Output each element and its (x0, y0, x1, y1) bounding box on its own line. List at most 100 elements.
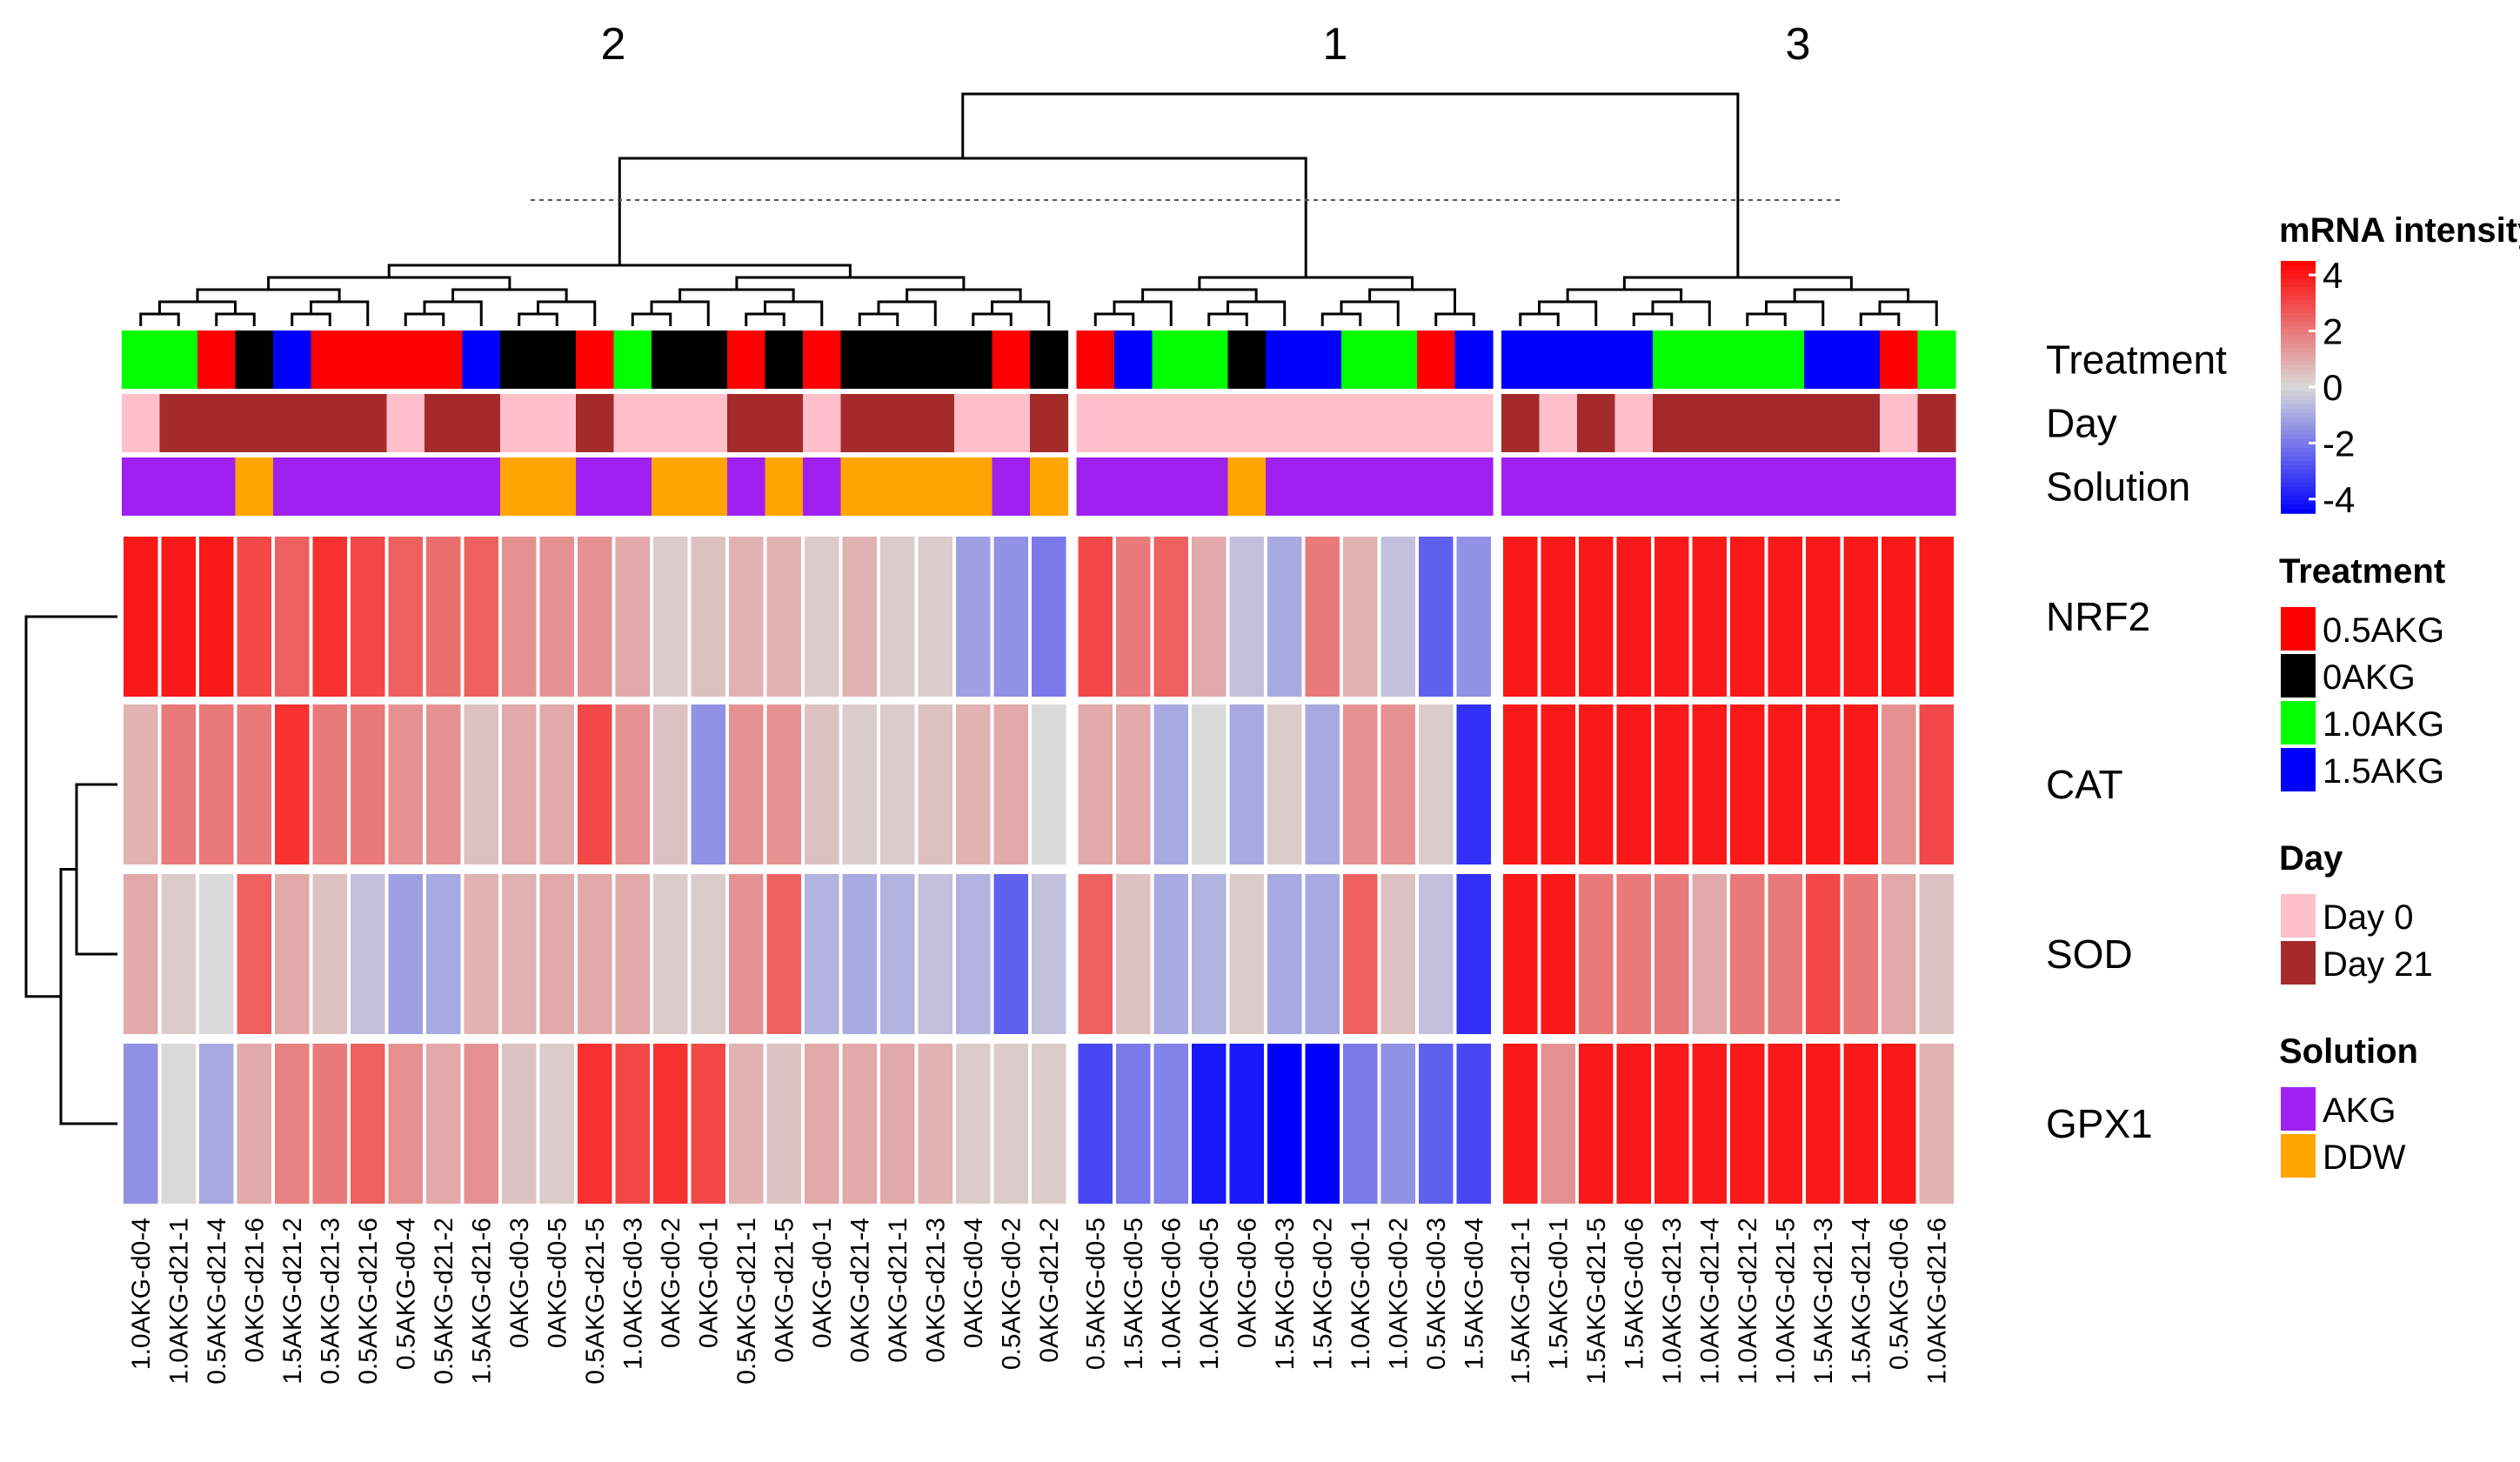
heatmap-cell (1229, 537, 1264, 697)
color-legend-swatch (2281, 448, 2316, 453)
annotation-cell (1653, 394, 1692, 452)
annotation-cell (1880, 394, 1919, 452)
heatmap-cell (199, 1044, 234, 1204)
heatmap-cell (691, 537, 725, 697)
heatmap-cell (805, 537, 839, 697)
heatmap-cell (539, 1044, 574, 1204)
heatmap-cell (1579, 704, 1614, 865)
heatmap-cell (1806, 704, 1841, 865)
color-legend-swatch (2281, 283, 2316, 288)
color-legend-swatch (2281, 465, 2316, 471)
legend-swatch (2281, 1134, 2316, 1178)
annotation-cell (727, 457, 766, 516)
annotation-cell (1266, 457, 1305, 516)
column-label: 1.5AKG-d0-1 (1544, 1218, 1573, 1370)
heatmap-cell (956, 1044, 991, 1204)
heatmap-cell (1579, 537, 1614, 697)
heatmap-cell (1616, 537, 1651, 697)
heatmap-cell (1654, 1044, 1689, 1204)
heatmap-cell (1078, 537, 1113, 697)
column-dendrogram (139, 92, 1938, 326)
color-legend-swatch (2281, 326, 2316, 331)
heatmap-cell (502, 537, 537, 697)
heatmap-cell (842, 1044, 877, 1204)
heatmap-cell (199, 537, 234, 697)
heatmap-cell (578, 704, 612, 865)
annotation-cell (1076, 457, 1115, 516)
heatmap-cell (1882, 704, 1916, 865)
annotation-cell (1417, 330, 1456, 389)
row-label: GPX1 (2046, 1101, 2153, 1146)
color-legend-swatch (2281, 383, 2316, 388)
annotation-cell (159, 330, 198, 389)
heatmap-cell (918, 874, 953, 1034)
annotation-cell (197, 394, 237, 452)
annotation-cell (954, 330, 993, 389)
heatmap-cell (1882, 537, 1916, 697)
heatmap-cell (1305, 874, 1340, 1034)
annotation-cell (765, 457, 804, 516)
annotation-cell (1303, 457, 1342, 516)
column-label: 1.5AKG-d21-2 (278, 1218, 307, 1385)
color-legend-swatch (2281, 496, 2316, 501)
heatmap-cell (1192, 537, 1227, 697)
heatmap-cell (1305, 537, 1340, 697)
annotation-cell (1766, 394, 1805, 452)
color-legend-swatch (2281, 422, 2316, 427)
color-legend-swatch (2281, 357, 2316, 362)
annotation-cell (1728, 330, 1768, 389)
heatmap-cell (426, 1044, 461, 1204)
heatmap-cell (426, 537, 461, 697)
heatmap-cell (956, 874, 991, 1034)
color-legend-swatch (2281, 330, 2316, 336)
annotation-cell (311, 394, 350, 452)
color-legend-swatch (2281, 391, 2316, 397)
annotation-cell (1690, 330, 1729, 389)
legend-swatch (2281, 748, 2316, 791)
color-legend-swatch (2281, 409, 2316, 414)
legend-label: AKG (2323, 1091, 2396, 1130)
annotation-label: Treatment (2046, 337, 2227, 383)
color-legend-swatch (2281, 400, 2316, 405)
heatmap-cell (1305, 1044, 1340, 1204)
annotation-cell (1341, 457, 1380, 516)
color-legend-swatch (2281, 296, 2316, 301)
annotation-cell (538, 457, 577, 516)
heatmap-cell (729, 1044, 764, 1204)
color-legend-swatch (2281, 452, 2316, 457)
annotation-cell (424, 457, 464, 516)
row-label: NRF2 (2046, 594, 2150, 639)
heatmap-cell (1380, 537, 1415, 697)
heatmap-cell (312, 704, 347, 865)
color-legend-tick-label: -2 (2323, 423, 2355, 464)
heatmap-cell (1768, 1044, 1802, 1204)
annotation-cell (803, 394, 842, 452)
heatmap-cell (993, 874, 1028, 1034)
column-label: 1.0AKG-d0-3 (618, 1218, 647, 1370)
color-legend-swatch (2281, 431, 2316, 436)
annotation-cell (1152, 457, 1191, 516)
row-dendrogram (24, 615, 117, 1125)
heatmap-cell (1380, 704, 1415, 865)
legend-title: Day (2279, 839, 2343, 878)
annotation-cell (1114, 330, 1153, 389)
annotation-cell (273, 330, 312, 389)
annotation-cell (1303, 394, 1342, 452)
color-legend-swatch (2281, 417, 2316, 423)
heatmap-cell (653, 874, 688, 1034)
column-label: 1.5AKG-d0-2 (1308, 1218, 1337, 1370)
heatmap-cell (1419, 874, 1454, 1034)
heatmap-cell (1078, 704, 1113, 865)
heatmap-cell (918, 537, 953, 697)
color-legend-swatch (2281, 317, 2316, 323)
heatmap-cell (388, 1044, 423, 1204)
heatmap-cell (691, 1044, 725, 1204)
column-label: 1.5AKG-d0-5 (1120, 1218, 1148, 1370)
heatmap-cell (1882, 1044, 1916, 1204)
annotation-cell (1227, 457, 1267, 516)
column-label: 1.0AKG-d21-5 (1771, 1218, 1800, 1385)
column-label: 1.0AKG-d21-3 (1658, 1218, 1687, 1385)
color-legend-swatch (2281, 474, 2316, 479)
heatmap-cell (1730, 874, 1765, 1034)
